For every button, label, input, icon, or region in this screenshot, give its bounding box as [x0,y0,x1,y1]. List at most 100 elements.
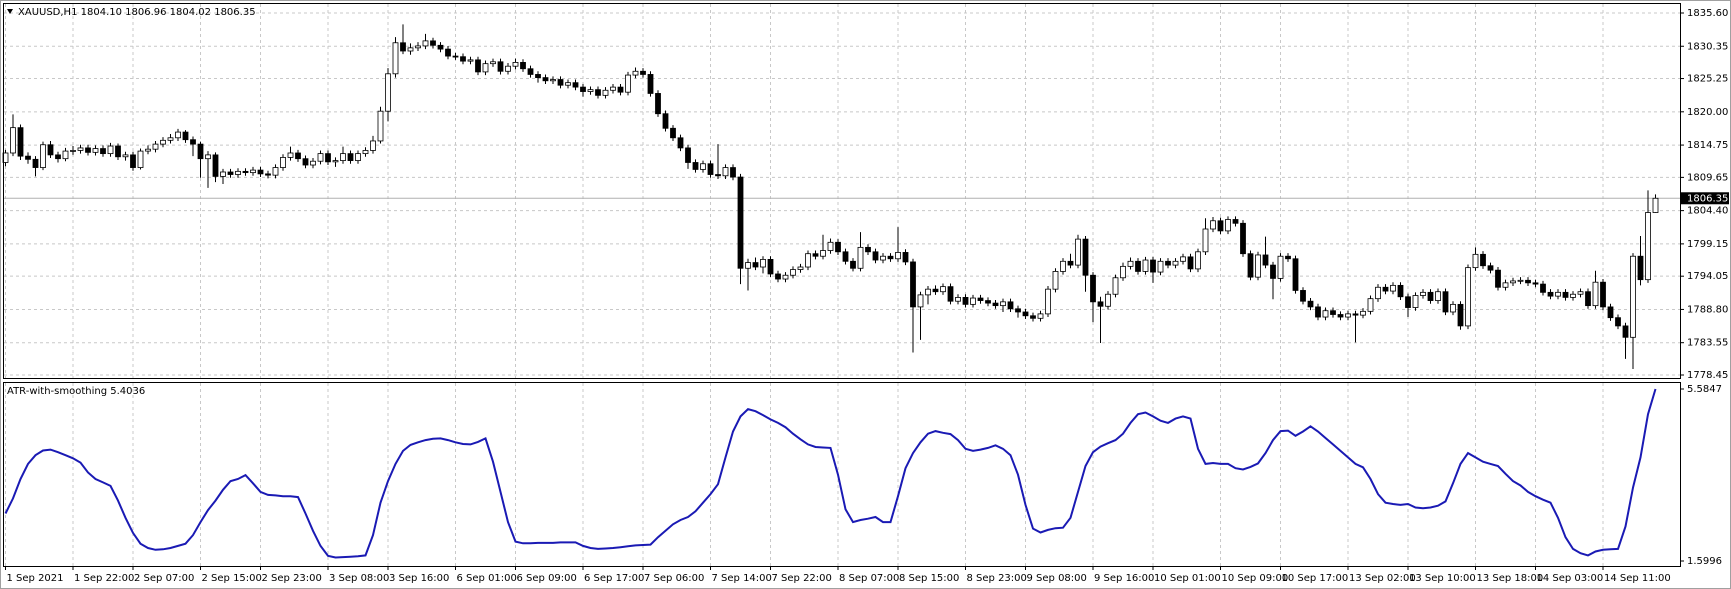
candle-body [400,42,406,52]
candle-body [77,147,84,151]
candle-body [325,153,331,163]
candle-body [182,131,189,141]
candle-body [362,150,369,155]
candle-body [805,253,811,268]
price-panel-border [3,3,1681,379]
candle-body [1360,310,1366,316]
candle-body [317,153,324,162]
candle-body [1082,238,1089,276]
candle-body [1225,219,1231,232]
candle-body [580,86,586,92]
x-tick-label: 1 Sep 22:00 [74,573,134,584]
candle-body [145,148,151,152]
candle-body [227,171,234,175]
candle-body [85,147,91,153]
candle-body [1015,308,1021,313]
candle-body [797,266,804,270]
candle-body [175,131,181,139]
candle-body [355,153,361,161]
candle-body [947,286,954,302]
candle-body [1427,291,1434,301]
candle-body [512,62,519,67]
candle-body [295,152,301,160]
candle-body [895,252,901,260]
indicator-title: ATR-with-smoothing 5.4036 [7,386,145,397]
candle-body [1007,301,1014,310]
candle-body [152,143,159,150]
candle-body [1030,315,1036,319]
candle-body [1142,259,1149,272]
candle-body [610,86,616,91]
candle-body [962,297,969,305]
candle-body [1262,254,1269,266]
candle-body [715,174,721,177]
candle-body [1435,291,1441,301]
candle-body [1442,291,1449,313]
candle-body [25,155,31,160]
candle-body [1577,291,1584,295]
candle-body [137,150,144,168]
candle-body [1570,293,1576,298]
candle-body [1322,310,1329,318]
candle-body [1090,274,1096,303]
price-title: XAUUSD,H1 1804.10 1806.96 1804.02 1806.3… [18,7,256,18]
candle-body [422,40,429,47]
candle-body [340,153,346,161]
candle-body [1420,291,1426,296]
candle-body [40,144,46,168]
candle-body [557,79,564,86]
candle-body [1180,256,1186,262]
candle-body [977,297,984,301]
candle-body [827,241,834,251]
candle-body [1045,288,1051,315]
candle-body [542,77,549,82]
candle-body [1075,238,1081,266]
candle-body [1480,253,1486,267]
y-tick-label: 1783.55 [1687,338,1728,349]
x-tick-label: 6 Sep 09:00 [517,573,577,584]
x-tick-label: 8 Sep 23:00 [967,573,1027,584]
x-tick-label: 8 Sep 15:00 [899,573,959,584]
candle-body [220,171,226,177]
candle-body [955,297,961,302]
candle-body [32,158,39,168]
candle-body [1202,228,1209,253]
candle-body [1240,222,1246,255]
candle-body [1067,260,1074,266]
candle-body [92,148,99,153]
candle-body [565,82,571,86]
y-tick-label: 1788.80 [1687,304,1728,315]
candle-body [1330,310,1336,315]
candle-body [1367,298,1374,312]
candle-body [167,137,174,141]
candle-body [595,89,601,96]
candle-body [625,74,631,93]
candle-body [1210,220,1216,230]
candle-body [1337,314,1344,318]
candle-body [1637,255,1644,281]
candle-body [1607,306,1614,319]
candle-body [62,150,69,160]
candle-body [257,169,264,175]
candle-body [310,160,316,166]
x-tick-label: 10 Sep 01:00 [1154,573,1221,584]
y-tick-label: 5.5847 [1687,384,1722,395]
candle-body [437,44,444,50]
candle-body [490,61,496,65]
last-price-box [1681,192,1729,205]
candle-body [1502,282,1509,288]
candle-body [55,154,61,160]
candle-body [587,89,594,92]
menu-triangle[interactable] [7,9,13,14]
candle-body [1465,267,1471,327]
candle-body [692,162,699,170]
x-tick-label: 10 Sep 17:00 [1282,573,1349,584]
candle-body [782,274,789,280]
candle-body [407,47,414,52]
candle-body [670,127,676,139]
candle-body [1412,295,1419,308]
candle-body [917,294,924,308]
x-tick-label: 14 Sep 11:00 [1604,573,1671,584]
